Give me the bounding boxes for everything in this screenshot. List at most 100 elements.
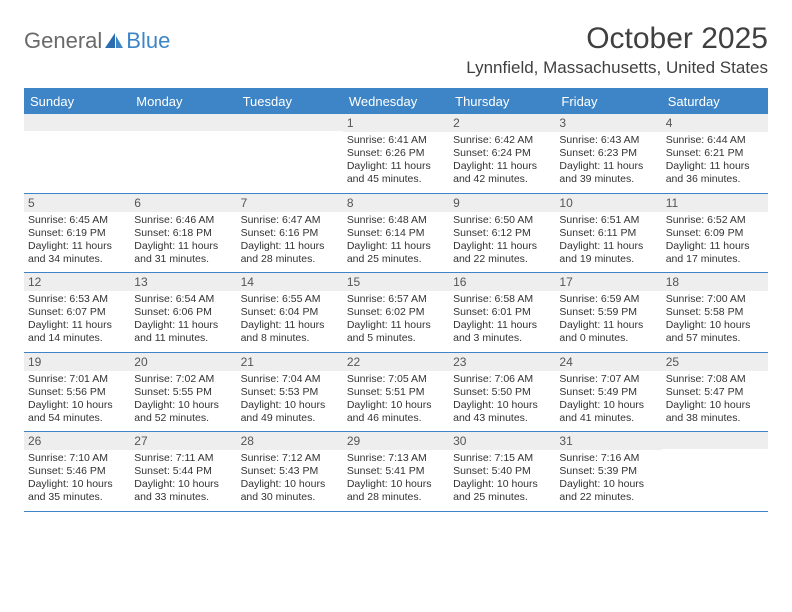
location-text: Lynnfield, Massachusetts, United States [466, 58, 768, 78]
sunrise-text: Sunrise: 6:55 AM [241, 293, 339, 306]
daylight-text: Daylight: 10 hours and 43 minutes. [453, 399, 551, 425]
daylight-text: Daylight: 11 hours and 34 minutes. [28, 240, 126, 266]
sunset-text: Sunset: 6:04 PM [241, 306, 339, 319]
day-cell: 30 Sunrise: 7:15 AMSunset: 5:40 PMDayligh… [449, 432, 555, 511]
day-cell: 12Sunrise: 6:53 AMSunset: 6:07 PMDayligh… [24, 273, 130, 352]
day-cell: 18Sunrise: 7:00 AMSunset: 5:58 PMDayligh… [662, 273, 768, 352]
day-number: 5 [24, 194, 130, 212]
sunset-text: Sunset: 5:40 PM [453, 465, 551, 478]
daylight-text: Daylight: 10 hours and 33 minutes. [134, 478, 232, 504]
logo-text-blue: Blue [126, 28, 170, 54]
sunrise-text: Sunrise: 7:10 AM [28, 452, 126, 465]
day-cell [130, 114, 236, 193]
day-number: 4 [662, 114, 768, 132]
day-cell: 22Sunrise: 7:05 AMSunset: 5:51 PMDayligh… [343, 353, 449, 432]
sunset-text: Sunset: 5:50 PM [453, 386, 551, 399]
daylight-text: Daylight: 10 hours and 57 minutes. [666, 319, 764, 345]
daylight-text: Daylight: 10 hours and 41 minutes. [559, 399, 657, 425]
day-cell: 2Sunrise: 6:42 AMSunset: 6:24 PMDaylight… [449, 114, 555, 193]
day-cell: 7Sunrise: 6:47 AMSunset: 6:16 PMDaylight… [237, 194, 343, 273]
day-number: 8 [343, 194, 449, 212]
daylight-text: Daylight: 10 hours and 49 minutes. [241, 399, 339, 425]
day-cell: 10Sunrise: 6:51 AMSunset: 6:11 PMDayligh… [555, 194, 661, 273]
month-title: October 2025 [466, 22, 768, 56]
day-cell: 23Sunrise: 7:06 AMSunset: 5:50 PMDayligh… [449, 353, 555, 432]
sunrise-text: Sunrise: 6:44 AM [666, 134, 764, 147]
day-details: Sunrise: 7:02 AMSunset: 5:55 PMDaylight:… [134, 373, 232, 426]
sunrise-text: Sunrise: 6:43 AM [559, 134, 657, 147]
day-number: 17 [555, 273, 661, 291]
day-details: Sunrise: 6:43 AMSunset: 6:23 PMDaylight:… [559, 134, 657, 187]
day-details: Sunrise: 7:07 AMSunset: 5:49 PMDaylight:… [559, 373, 657, 426]
sunset-text: Sunset: 6:02 PM [347, 306, 445, 319]
sunrise-text: Sunrise: 6:54 AM [134, 293, 232, 306]
day-cell [237, 114, 343, 193]
day-number: 14 [237, 273, 343, 291]
sunrise-text: Sunrise: 6:50 AM [453, 214, 551, 227]
day-details: Sunrise: 6:42 AMSunset: 6:24 PMDaylight:… [453, 134, 551, 187]
day-cell: 19Sunrise: 7:01 AMSunset: 5:56 PMDayligh… [24, 353, 130, 432]
day-details: Sunrise: 6:53 AMSunset: 6:07 PMDaylight:… [28, 293, 126, 346]
day-details: Sunrise: 7:04 AMSunset: 5:53 PMDaylight:… [241, 373, 339, 426]
sunset-text: Sunset: 6:26 PM [347, 147, 445, 160]
day-cell: 21Sunrise: 7:04 AMSunset: 5:53 PMDayligh… [237, 353, 343, 432]
day-number: 24 [555, 353, 661, 371]
sunrise-text: Sunrise: 7:07 AM [559, 373, 657, 386]
day-number [24, 114, 130, 131]
day-cell: 15Sunrise: 6:57 AMSunset: 6:02 PMDayligh… [343, 273, 449, 352]
sunrise-text: Sunrise: 7:15 AM [453, 452, 551, 465]
dayhead-wednesday: Wednesday [343, 90, 449, 114]
sunset-text: Sunset: 5:43 PM [241, 465, 339, 478]
sunrise-text: Sunrise: 7:08 AM [666, 373, 764, 386]
dayhead-friday: Friday [555, 90, 661, 114]
day-number: 25 [662, 353, 768, 371]
daylight-text: Daylight: 10 hours and 30 minutes. [241, 478, 339, 504]
week-row: 5 Sunrise: 6:45 AMSunset: 6:19 PMDaylight… [24, 194, 768, 274]
logo: General Blue [24, 22, 170, 54]
daylight-text: Daylight: 11 hours and 0 minutes. [559, 319, 657, 345]
sunrise-text: Sunrise: 6:58 AM [453, 293, 551, 306]
day-details: Sunrise: 7:11 AMSunset: 5:44 PMDaylight:… [134, 452, 232, 505]
day-number: 6 [130, 194, 236, 212]
sunset-text: Sunset: 6:16 PM [241, 227, 339, 240]
sunrise-text: Sunrise: 6:45 AM [28, 214, 126, 227]
day-cell [662, 432, 768, 511]
day-number: 13 [130, 273, 236, 291]
sunrise-text: Sunrise: 6:59 AM [559, 293, 657, 306]
day-details: Sunrise: 7:16 AMSunset: 5:39 PMDaylight:… [559, 452, 657, 505]
day-header-row: Sunday Monday Tuesday Wednesday Thursday… [24, 90, 768, 114]
sunrise-text: Sunrise: 7:01 AM [28, 373, 126, 386]
day-cell: 11Sunrise: 6:52 AMSunset: 6:09 PMDayligh… [662, 194, 768, 273]
title-block: October 2025 Lynnfield, Massachusetts, U… [466, 22, 768, 78]
day-number: 30 [449, 432, 555, 450]
day-number: 7 [237, 194, 343, 212]
day-details: Sunrise: 7:12 AMSunset: 5:43 PMDaylight:… [241, 452, 339, 505]
daylight-text: Daylight: 11 hours and 45 minutes. [347, 160, 445, 186]
day-details: Sunrise: 7:15 AMSunset: 5:40 PMDaylight:… [453, 452, 551, 505]
day-details: Sunrise: 7:00 AMSunset: 5:58 PMDaylight:… [666, 293, 764, 346]
dayhead-thursday: Thursday [449, 90, 555, 114]
sunrise-text: Sunrise: 7:13 AM [347, 452, 445, 465]
sunset-text: Sunset: 6:12 PM [453, 227, 551, 240]
day-cell: 20Sunrise: 7:02 AMSunset: 5:55 PMDayligh… [130, 353, 236, 432]
week-row: 19Sunrise: 7:01 AMSunset: 5:56 PMDayligh… [24, 353, 768, 433]
day-cell: 3Sunrise: 6:43 AMSunset: 6:23 PMDaylight… [555, 114, 661, 193]
day-cell: 8Sunrise: 6:48 AMSunset: 6:14 PMDaylight… [343, 194, 449, 273]
day-number: 16 [449, 273, 555, 291]
sunset-text: Sunset: 6:14 PM [347, 227, 445, 240]
daylight-text: Daylight: 11 hours and 3 minutes. [453, 319, 551, 345]
daylight-text: Daylight: 11 hours and 8 minutes. [241, 319, 339, 345]
daylight-text: Daylight: 10 hours and 38 minutes. [666, 399, 764, 425]
day-details: Sunrise: 6:45 AMSunset: 6:19 PMDaylight:… [28, 214, 126, 267]
day-details: Sunrise: 6:57 AMSunset: 6:02 PMDaylight:… [347, 293, 445, 346]
daylight-text: Daylight: 10 hours and 25 minutes. [453, 478, 551, 504]
sunset-text: Sunset: 5:49 PM [559, 386, 657, 399]
sunrise-text: Sunrise: 6:51 AM [559, 214, 657, 227]
day-number: 28 [237, 432, 343, 450]
day-number: 1 [343, 114, 449, 132]
day-cell: 1 Sunrise: 6:41 AMSunset: 6:26 PMDaylight… [343, 114, 449, 193]
sunrise-text: Sunrise: 6:41 AM [347, 134, 445, 147]
day-cell: 14 Sunrise: 6:55 AMSunset: 6:04 PMDayligh… [237, 273, 343, 352]
day-cell: 16Sunrise: 6:58 AMSunset: 6:01 PMDayligh… [449, 273, 555, 352]
sunset-text: Sunset: 6:09 PM [666, 227, 764, 240]
